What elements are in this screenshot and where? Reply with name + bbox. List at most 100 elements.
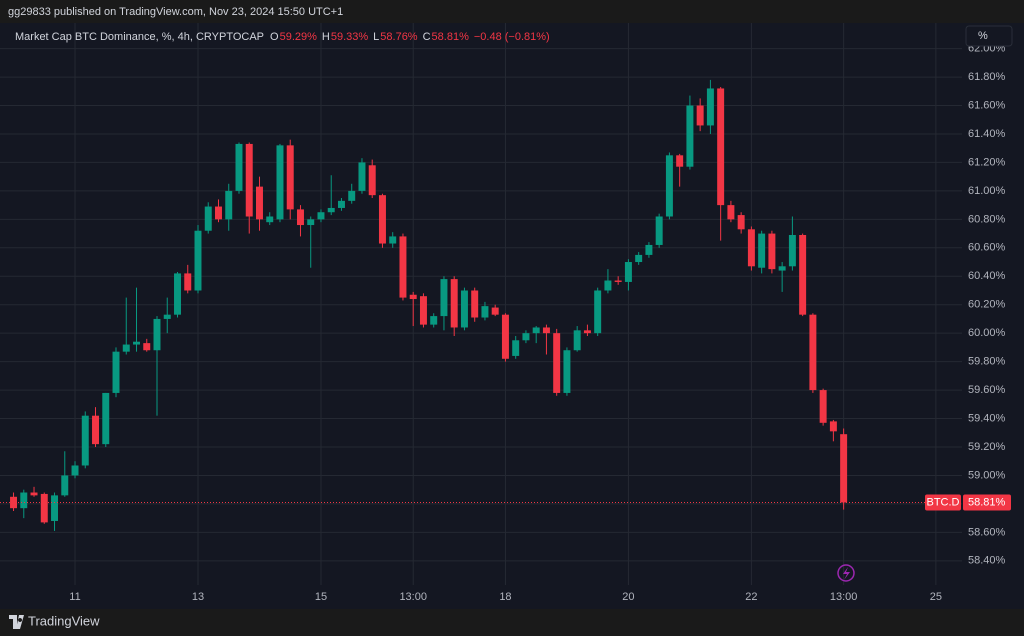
x-tick-label: 13 [192, 591, 204, 603]
candle-body [583, 330, 591, 334]
scale-button[interactable] [965, 25, 1013, 47]
candle-body [788, 234, 796, 267]
candle-body [676, 155, 684, 167]
candle-body [143, 343, 151, 351]
candle-body [778, 266, 786, 271]
candle-body [61, 475, 69, 496]
legend-key: L [373, 31, 379, 43]
legend-value: 58.76% [380, 31, 418, 43]
legend-value: 59.33% [331, 31, 369, 43]
candle-body [368, 165, 376, 196]
legend: Market Cap BTC Dominance, %, 4h, CRYPTOC… [15, 31, 550, 43]
legend-value: 59.29% [280, 31, 318, 43]
brand-logo [9, 615, 24, 629]
legend-key: C [423, 31, 431, 43]
candle-body [768, 233, 776, 270]
candle-body [204, 206, 212, 231]
symbol-tag [925, 494, 961, 511]
candle-body [225, 190, 233, 220]
last-price-tag [963, 494, 1011, 511]
y-tick-label: 61.00% [968, 185, 1006, 197]
legend-key: H [322, 31, 330, 43]
candle-body [317, 212, 325, 220]
candle-body [717, 88, 725, 206]
x-tick-label: 15 [315, 591, 327, 603]
y-tick-label: 59.00% [968, 469, 1006, 481]
candle-body [409, 294, 417, 300]
candle-body [460, 290, 468, 328]
y-tick-label: 60.80% [968, 213, 1006, 225]
candle-body [10, 496, 18, 509]
candle-body [594, 290, 602, 334]
x-tick-label: 25 [930, 591, 942, 603]
candle-body [604, 280, 612, 291]
candle-body [153, 318, 161, 351]
candle-body [215, 206, 222, 220]
candle-body [163, 314, 171, 319]
candle-body [112, 351, 120, 393]
candle-body [686, 105, 694, 167]
y-tick-label: 61.20% [968, 156, 1006, 168]
legend-value: 58.81% [432, 31, 470, 43]
candle-body [624, 262, 632, 282]
candle-body [92, 415, 99, 445]
candle-body [266, 216, 274, 223]
candle-body [809, 314, 817, 391]
y-tick-label: 60.00% [968, 327, 1006, 339]
y-tick-label: 58.60% [968, 526, 1006, 538]
candle-body [307, 219, 315, 226]
candle-body [737, 215, 745, 230]
candle-body [819, 390, 827, 423]
last-price-label: 58.81% [968, 496, 1006, 508]
y-tick-label: 60.40% [968, 270, 1006, 282]
candle-body [389, 236, 397, 244]
x-tick-label: 18 [499, 591, 511, 603]
candle-body [440, 279, 448, 317]
published-note: gg29833 published on TradingView.com, No… [8, 6, 343, 18]
candle-body [727, 205, 735, 220]
candle-body [133, 341, 140, 345]
legend-change: −0.48 (−0.81%) [474, 31, 550, 43]
candle-body [542, 327, 550, 334]
axes: 58.40%58.60%58.80%59.00%59.20%59.40%59.6… [69, 43, 1011, 603]
candle-body [245, 143, 253, 217]
candle-body [758, 233, 766, 268]
price-axis [962, 23, 1024, 609]
candle-body [481, 306, 489, 318]
candle-body [706, 88, 714, 126]
candle-body [645, 244, 653, 255]
candle-body [348, 190, 356, 201]
y-tick-label: 60.60% [968, 242, 1006, 254]
candle-body [522, 333, 530, 341]
candle-body [40, 493, 48, 523]
candle-body [102, 392, 110, 445]
scale-button-label[interactable]: % [978, 30, 988, 42]
y-tick-label: 58.40% [968, 555, 1006, 567]
y-tick-label: 61.60% [968, 99, 1006, 111]
candle-body [194, 230, 202, 291]
candle-body [430, 316, 438, 325]
footer [0, 609, 1024, 636]
candle-body [81, 415, 89, 466]
candle-body [276, 145, 284, 220]
candle-body [337, 200, 345, 208]
candle-body [174, 273, 181, 315]
candle-body [573, 330, 581, 351]
x-tick-label: 22 [745, 591, 757, 603]
x-tick-label: 13:00 [399, 591, 427, 603]
candle-body [471, 290, 479, 318]
candle-body [378, 195, 386, 244]
x-tick-label: 11 [69, 591, 80, 603]
y-tick-label: 60.20% [968, 299, 1006, 311]
y-tick-label: 59.80% [968, 356, 1006, 368]
candle-body [696, 105, 704, 126]
candle-body [71, 465, 79, 476]
candle-body [51, 495, 59, 521]
candle-body [491, 307, 499, 315]
candle-body [20, 492, 28, 509]
event-icon[interactable] [837, 564, 855, 582]
candle-body [286, 145, 294, 210]
candle-body [30, 492, 38, 496]
